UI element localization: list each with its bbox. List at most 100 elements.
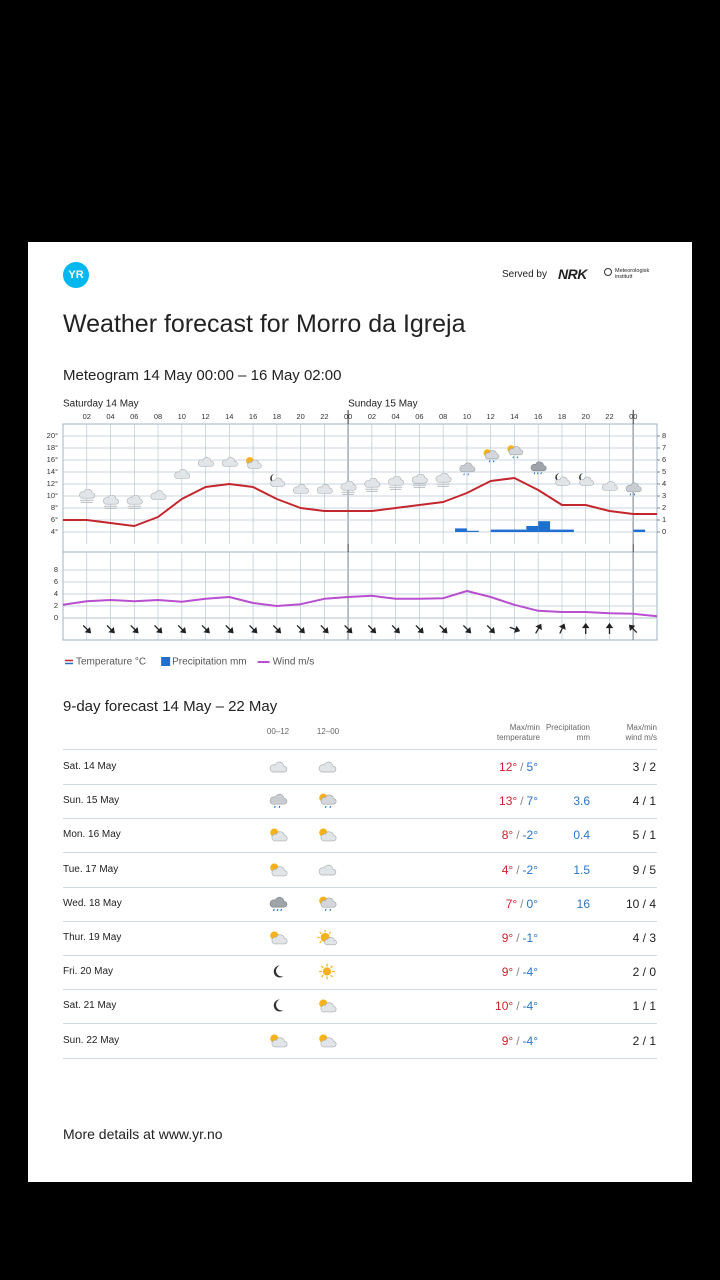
weather-icon <box>318 828 337 842</box>
x-tick-label: 18 <box>558 412 566 421</box>
footer-link[interactable]: More details at www.yr.no <box>63 1126 223 1142</box>
weather-icon-shape <box>269 1033 288 1047</box>
weather-icon-shape <box>273 965 284 978</box>
y2-tick-label: 4 <box>662 479 666 488</box>
precipitation-bar <box>455 528 467 532</box>
card <box>28 242 692 1182</box>
max-temperature: 12° <box>499 760 518 774</box>
precipitation-bar <box>502 529 515 532</box>
separator: / <box>520 760 524 774</box>
y2-tick-label: 5 <box>662 467 666 476</box>
min-temperature: 0° <box>526 896 538 911</box>
x-tick-label: 10 <box>463 412 471 421</box>
wind-arrow <box>225 625 234 634</box>
row-rule <box>63 818 657 820</box>
weather-icon <box>506 444 524 459</box>
met-logo[interactable]: Meteorologisk institutt <box>615 268 650 280</box>
weather-icon <box>269 793 288 809</box>
x-tick-label: 02 <box>83 412 91 421</box>
weather-icon-shape <box>318 895 337 912</box>
column-header: Max/min temperature <box>496 723 540 742</box>
y-tick-label: 10° <box>47 491 58 500</box>
y2-tick-label: 6 <box>662 455 666 464</box>
weather-icon <box>318 895 337 912</box>
y3-tick-label: 4 <box>54 589 58 598</box>
x-tick-label: 02 <box>368 412 376 421</box>
weather-icon-shape <box>318 761 337 773</box>
weather-icon <box>245 456 262 469</box>
y2-tick-label: 1 <box>662 515 666 524</box>
y3-tick-label: 0 <box>54 613 58 622</box>
weather-icon <box>269 473 286 487</box>
yr-logo[interactable]: YR <box>63 262 89 288</box>
weather-icon <box>150 490 167 500</box>
day: Sat. 21 May <box>63 1000 117 1012</box>
x-tick-label: 00 <box>629 412 637 421</box>
x-tick-label: 16 <box>249 412 257 421</box>
temperature: 4° / -2° <box>430 863 538 877</box>
wind-arrow-shape <box>535 623 542 634</box>
day: Tue. 17 May <box>63 863 119 875</box>
wind-arrow-shape <box>154 625 163 634</box>
min-temperature: -2° <box>522 828 538 843</box>
temperature: 12°/5° <box>430 760 538 774</box>
wind-arrow-shape <box>201 625 210 634</box>
weather-icon <box>269 862 288 876</box>
weather-icon-shape <box>269 828 288 842</box>
weather-icon <box>387 476 405 490</box>
weather-icon <box>340 481 357 495</box>
separator: / <box>520 794 524 809</box>
max-temperature: 9° <box>501 965 514 980</box>
max-temperature: 9° <box>501 931 514 945</box>
wind-arrow <box>249 625 258 634</box>
wind-arrow-shape <box>225 625 234 634</box>
column-header: 00–12 <box>266 727 290 736</box>
weather-icon <box>273 999 284 1012</box>
weather-icon <box>198 457 214 467</box>
y-tick-label: 12° <box>47 479 58 488</box>
min-temperature: 7° <box>526 794 538 809</box>
forecast-title: 9-day forecast 14 May – 22 May <box>63 698 278 715</box>
temperature: 7°/0° <box>430 897 538 911</box>
x-tick-label: 00 <box>344 412 352 421</box>
nrk-logo[interactable]: NRK <box>558 266 587 282</box>
wind-arrow <box>462 625 472 634</box>
day: Mon. 16 May <box>63 829 121 841</box>
x-tick-label: 06 <box>130 412 138 421</box>
weather-icon <box>318 999 337 1013</box>
wind-arrow-shape <box>605 622 614 634</box>
weather-icon-shape <box>318 793 337 809</box>
temperature: 13°/7° <box>430 794 538 808</box>
weather-icon <box>126 495 143 509</box>
precipitation-bar <box>490 529 503 532</box>
wind: 10 / 4 <box>625 896 656 911</box>
y-tick-label: 18° <box>47 443 58 452</box>
min-temperature: -1° <box>522 931 538 945</box>
precipitation-bar <box>514 529 527 532</box>
x-tick-label: 12 <box>201 412 209 421</box>
wind-arrow <box>130 625 139 634</box>
separator: / <box>516 1033 520 1048</box>
wind-arrow-shape <box>462 625 472 634</box>
weather-icon <box>273 965 284 978</box>
x-tick-label: 14 <box>510 412 518 421</box>
wind-arrow-shape <box>320 625 329 634</box>
wind-arrow-shape <box>130 625 139 634</box>
wind-arrow-shape <box>367 625 377 634</box>
weather-icon-shape <box>269 793 288 809</box>
wind: 2 / 1 <box>632 1033 656 1048</box>
separator: / <box>516 999 520 1014</box>
meteogram: Meteogram 14 May 00:00 – 16 May 02:00 Sa… <box>47 367 667 668</box>
y2-tick-label: 2 <box>662 503 666 512</box>
precipitation-bar <box>550 529 562 532</box>
wind-arrow-shape <box>558 623 566 634</box>
wind-arrow <box>391 625 400 634</box>
precipitation: 16 <box>576 896 590 911</box>
wind-arrow-shape <box>439 625 448 634</box>
min-temperature: -4° <box>522 965 538 980</box>
weather-icon-shape <box>269 896 288 912</box>
wind-arrow-shape <box>82 625 92 634</box>
wind-arrow-shape <box>509 625 521 633</box>
wind-arrow <box>486 625 496 634</box>
weather-icon <box>293 484 309 494</box>
